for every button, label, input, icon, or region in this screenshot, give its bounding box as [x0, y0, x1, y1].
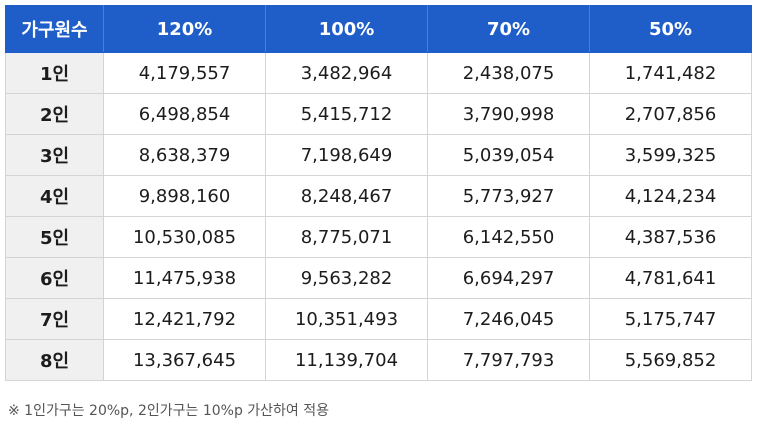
table-row: 7인 12,421,792 10,351,493 7,246,045 5,175… [5, 298, 752, 340]
table-row: 4인 9,898,160 8,248,467 5,773,927 4,124,2… [5, 175, 752, 217]
table-cell: 8,248,467 [265, 175, 428, 217]
table-cell: 4,781,641 [589, 257, 752, 299]
table-row: 8인 13,367,645 11,139,704 7,797,793 5,569… [5, 339, 752, 381]
table-row: 3인 8,638,379 7,198,649 5,039,054 3,599,3… [5, 134, 752, 176]
table-cell: 10,351,493 [265, 298, 428, 340]
table-cell: 9,563,282 [265, 257, 428, 299]
table-cell: 3,482,964 [265, 52, 428, 94]
table-row: 6인 11,475,938 9,563,282 6,694,297 4,781,… [5, 257, 752, 299]
table-cell: 1,741,482 [589, 52, 752, 94]
column-header-70: 70% [427, 5, 590, 53]
column-header-100: 100% [265, 5, 428, 53]
table-cell: 8,638,379 [103, 134, 266, 176]
income-table: 가구원수 120% 100% 70% 50% 1인 4,179,557 3,48… [5, 5, 752, 381]
table-cell: 7,246,045 [427, 298, 590, 340]
household-size-cell: 8인 [5, 339, 104, 381]
table-cell: 5,773,927 [427, 175, 590, 217]
column-header-50: 50% [589, 5, 752, 53]
table-cell: 5,039,054 [427, 134, 590, 176]
table-cell: 10,530,085 [103, 216, 266, 258]
household-size-cell: 3인 [5, 134, 104, 176]
table-cell: 4,387,536 [589, 216, 752, 258]
table-cell: 3,790,998 [427, 93, 590, 135]
table-cell: 6,498,854 [103, 93, 266, 135]
column-header-120: 120% [103, 5, 266, 53]
table-cell: 6,142,550 [427, 216, 590, 258]
footnote: ※ 1인가구는 20%p, 2인가구는 10%p 가산하여 적용 [8, 403, 330, 419]
table-row: 2인 6,498,854 5,415,712 3,790,998 2,707,8… [5, 93, 752, 135]
household-size-cell: 2인 [5, 93, 104, 135]
household-size-cell: 7인 [5, 298, 104, 340]
table-cell: 7,797,793 [427, 339, 590, 381]
header-row: 가구원수 120% 100% 70% 50% [5, 5, 752, 53]
table-cell: 2,707,856 [589, 93, 752, 135]
table-cell: 11,475,938 [103, 257, 266, 299]
table-cell: 2,438,075 [427, 52, 590, 94]
table-cell: 7,198,649 [265, 134, 428, 176]
household-size-cell: 6인 [5, 257, 104, 299]
table-cell: 8,775,071 [265, 216, 428, 258]
table-cell: 5,415,712 [265, 93, 428, 135]
table-cell: 4,124,234 [589, 175, 752, 217]
table-cell: 5,175,747 [589, 298, 752, 340]
table-cell: 6,694,297 [427, 257, 590, 299]
table-cell: 13,367,645 [103, 339, 266, 381]
table-cell: 11,139,704 [265, 339, 428, 381]
household-size-cell: 4인 [5, 175, 104, 217]
table-cell: 5,569,852 [589, 339, 752, 381]
table-row: 5인 10,530,085 8,775,071 6,142,550 4,387,… [5, 216, 752, 258]
household-size-cell: 5인 [5, 216, 104, 258]
table-row: 1인 4,179,557 3,482,964 2,438,075 1,741,4… [5, 52, 752, 94]
table-cell: 4,179,557 [103, 52, 266, 94]
household-size-cell: 1인 [5, 52, 104, 94]
household-size-header: 가구원수 [5, 5, 104, 53]
table-cell: 12,421,792 [103, 298, 266, 340]
table-cell: 3,599,325 [589, 134, 752, 176]
table-cell: 9,898,160 [103, 175, 266, 217]
